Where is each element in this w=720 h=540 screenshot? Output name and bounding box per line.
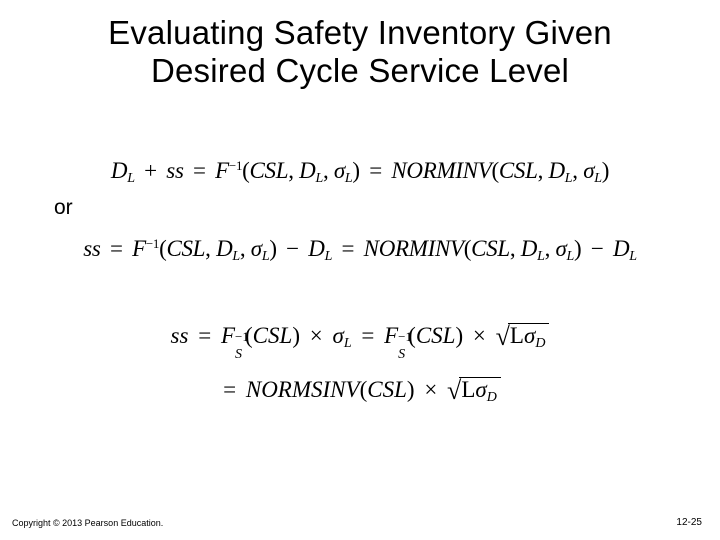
page-number: 12-25 <box>676 517 702 528</box>
equation-4: = NORMSINV(CSL) × √LσD <box>0 376 720 406</box>
equation-1-row: DL + ss = F−1(CSL, DL, σL) = NORMINV(CSL… <box>0 158 720 187</box>
equation-4-row: = NORMSINV(CSL) × √LσD <box>0 376 720 406</box>
or-label: or <box>54 196 73 220</box>
equation-3-row: ss = F−1S(CSL) × σL = F−1S(CSL) × √LσD <box>0 322 720 352</box>
equation-3: ss = F−1S(CSL) × σL = F−1S(CSL) × √LσD <box>0 322 720 352</box>
copyright-text: Copyright © 2013 Pearson Education. <box>12 518 163 528</box>
equation-1: DL + ss = F−1(CSL, DL, σL) = NORMINV(CSL… <box>0 158 720 187</box>
title-line-2: Desired Cycle Service Level <box>151 52 569 89</box>
title-line-1: Evaluating Safety Inventory Given <box>108 14 612 51</box>
slide: Evaluating Safety Inventory Given Desire… <box>0 0 720 540</box>
slide-title: Evaluating Safety Inventory Given Desire… <box>0 0 720 90</box>
equation-2: ss = F−1(CSL, DL, σL) − DL = NORMINV(CSL… <box>0 236 720 265</box>
equation-2-row: ss = F−1(CSL, DL, σL) − DL = NORMINV(CSL… <box>0 236 720 265</box>
